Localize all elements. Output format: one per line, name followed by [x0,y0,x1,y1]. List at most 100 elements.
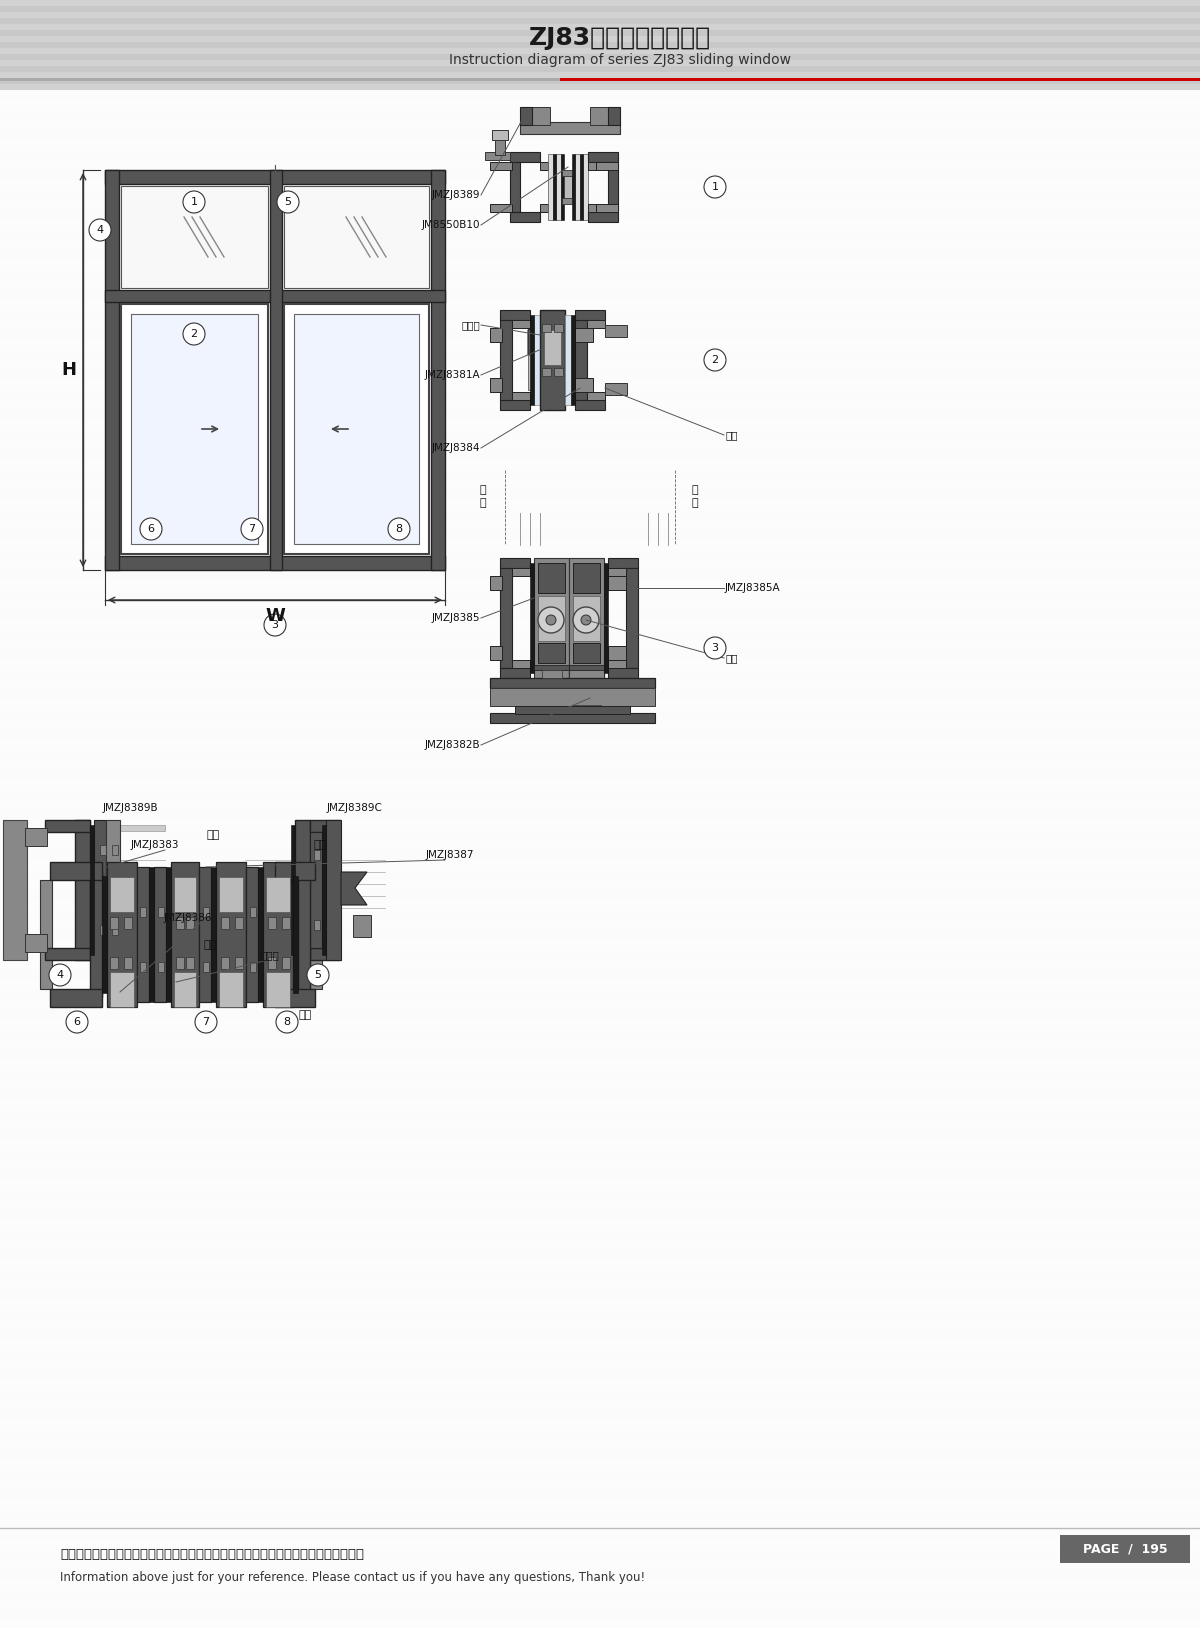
Bar [564,174,572,200]
Bar [544,330,562,365]
Bar [0,7,1200,11]
Bar [0,519,1200,531]
Bar [0,0,1200,10]
Bar [0,70,1200,80]
Bar [0,1490,1200,1499]
Text: 4: 4 [56,970,64,980]
Bar [569,667,604,677]
Bar [0,1000,1200,1009]
Bar [0,910,1200,920]
Bar [100,925,106,934]
Bar [0,181,1200,190]
Bar [298,873,310,996]
Bar [284,186,430,288]
Bar [0,78,560,81]
Bar [0,60,1200,67]
Text: 3: 3 [712,643,719,653]
Bar [250,962,256,972]
Circle shape [704,637,726,659]
Bar [0,1410,1200,1420]
Bar [588,163,596,169]
Bar [0,1190,1200,1200]
Bar [0,430,1200,440]
Bar [263,861,293,1008]
Bar [0,1120,1200,1130]
Bar [0,990,1200,1000]
Bar [110,917,118,930]
Bar [0,1470,1200,1480]
Bar [0,85,1200,90]
Bar [166,868,172,1001]
Bar [608,659,626,667]
Bar [282,917,290,930]
Bar [0,1171,1200,1180]
Bar [588,151,618,163]
Bar [553,155,556,220]
Bar [0,41,1200,50]
Bar [608,568,626,576]
Bar [0,659,1200,671]
Polygon shape [528,321,550,355]
Bar [0,830,1200,840]
Bar [110,972,134,1008]
Bar [0,1400,1200,1410]
Bar [90,825,94,956]
Text: JMZJ8387: JMZJ8387 [426,850,474,860]
Bar [295,821,310,961]
Bar [0,1480,1200,1490]
Text: 外: 外 [691,498,698,508]
Bar [548,155,553,220]
Bar [542,324,551,332]
Bar [575,155,580,220]
Bar [0,1610,1200,1620]
Bar [605,383,628,396]
Bar [0,1149,1200,1161]
Bar [0,850,1200,860]
Bar [0,230,1200,239]
Text: 室内: 室内 [313,840,326,850]
Bar [282,957,290,969]
Bar [0,601,1200,610]
Bar [106,169,119,570]
Bar [510,163,520,212]
Text: 7: 7 [248,524,256,534]
Text: JMZJ8384: JMZJ8384 [432,443,480,453]
Bar [572,155,575,220]
Bar [510,151,540,163]
Bar [120,825,166,830]
Text: 5: 5 [314,970,322,980]
Bar [1060,1535,1190,1563]
Bar [90,873,102,996]
Bar [608,646,626,659]
Bar [571,314,575,405]
Bar [580,155,583,220]
Bar [0,120,1200,130]
Bar [112,845,118,855]
Bar [575,400,605,410]
Bar [0,480,1200,490]
Bar [0,29,1200,41]
Bar [0,330,1200,340]
Text: JMZJ8386: JMZJ8386 [163,913,212,923]
Bar [0,18,1200,24]
Bar [0,939,1200,951]
Bar [0,440,1200,449]
Text: JMZJ8382B: JMZJ8382B [425,741,480,751]
Bar [0,490,1200,500]
Bar [0,420,1200,430]
Bar [0,811,1200,821]
Bar [0,570,1200,580]
Text: PAGE  /  195: PAGE / 195 [1082,1542,1168,1555]
Bar [0,1260,1200,1270]
Bar [250,907,256,917]
Bar [0,150,1200,160]
Bar [588,204,596,212]
Bar [542,671,562,677]
Bar [520,122,620,133]
Bar [0,1021,1200,1031]
Bar [0,10,1200,20]
Text: 室外: 室外 [299,1009,312,1021]
Bar [0,930,1200,939]
Bar [275,988,314,1008]
Bar [587,392,605,400]
